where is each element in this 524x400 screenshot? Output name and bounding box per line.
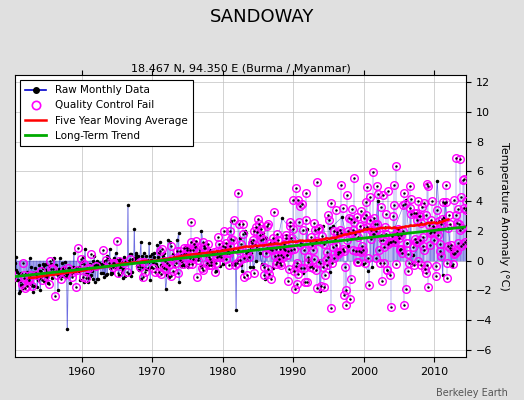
Legend: Raw Monthly Data, Quality Control Fail, Five Year Moving Average, Long-Term Tren: Raw Monthly Data, Quality Control Fail, …	[20, 80, 192, 146]
Text: Berkeley Earth: Berkeley Earth	[436, 388, 508, 398]
Title: 18.467 N, 94.350 E (Burma / Myanmar): 18.467 N, 94.350 E (Burma / Myanmar)	[130, 64, 351, 74]
Text: SANDOWAY: SANDOWAY	[210, 8, 314, 26]
Y-axis label: Temperature Anomaly (°C): Temperature Anomaly (°C)	[499, 142, 509, 290]
